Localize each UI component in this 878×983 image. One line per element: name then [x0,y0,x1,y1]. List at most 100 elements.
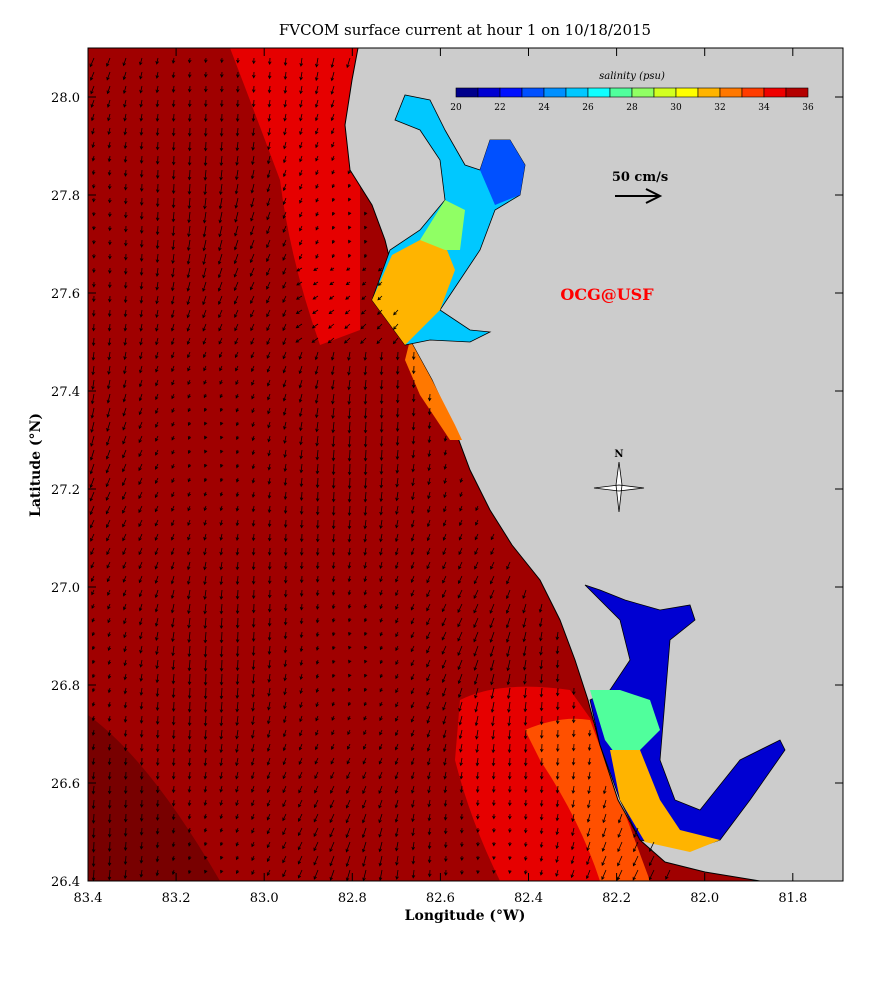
current-arrow [298,785,303,794]
current-arrow [426,533,431,542]
current-arrow [395,841,399,852]
current-arrow [347,575,352,583]
current-arrow [92,211,96,217]
current-arrow [555,701,560,711]
current-arrow [138,407,143,416]
current-arrow [426,631,431,640]
current-arrow [508,799,512,807]
current-arrow [107,855,112,867]
current-arrow [155,855,160,863]
current-arrow [426,701,431,710]
current-arrow [203,785,208,793]
current-arrow [315,253,319,259]
current-arrow [282,841,287,850]
current-arrow [235,715,239,727]
current-arrow [171,827,176,834]
current-arrow [138,449,143,458]
current-arrow [171,211,176,223]
current-arrow [539,687,544,698]
current-arrow [315,491,320,502]
current-arrow [347,701,352,707]
current-arrow [220,85,224,93]
current-arrow [329,295,335,300]
current-arrow [171,841,176,848]
current-arrow [426,617,431,626]
current-arrow [347,449,352,462]
current-arrow [392,337,399,345]
current-arrow [204,869,208,874]
current-arrow [427,813,432,822]
current-arrow [220,869,224,874]
current-arrow [348,687,352,692]
current-arrow [379,687,383,693]
current-arrow [379,519,383,529]
current-arrow [411,463,415,473]
current-arrow [299,155,303,163]
current-arrow [219,505,224,512]
current-arrow [282,281,287,289]
current-arrow [219,757,223,767]
y-tick-label: 27.4 [51,385,80,400]
current-arrow [267,645,272,655]
current-arrow [155,365,159,373]
current-arrow [155,729,160,739]
current-arrow [299,533,304,543]
current-arrow [202,295,207,306]
current-arrow [395,659,399,666]
current-arrow [204,449,208,454]
current-arrow [91,687,96,693]
current-arrow [474,687,479,699]
current-arrow [123,673,128,681]
current-arrow [299,99,303,108]
current-arrow [364,645,368,650]
current-arrow [411,505,415,515]
current-arrow [171,169,176,180]
x-tick-label: 83.0 [250,891,279,906]
current-arrow [505,603,511,614]
colorbar-swatch [477,87,501,98]
current-arrow [235,463,240,469]
current-arrow [282,267,287,275]
current-arrow [297,855,303,865]
current-arrow [204,855,208,860]
current-arrow [410,631,415,639]
current-arrow [106,85,111,95]
current-arrow [91,743,96,751]
current-arrow [524,855,528,861]
current-arrow [105,505,111,515]
current-arrow [266,799,271,807]
current-arrow [345,281,351,286]
current-arrow [298,813,303,822]
current-arrow [187,785,192,793]
current-arrow [187,743,192,754]
current-arrow [283,463,288,473]
current-arrow [155,183,160,194]
current-arrow [139,715,144,724]
current-arrow [139,351,143,360]
current-arrow [187,799,192,807]
current-arrow [282,729,287,738]
current-arrow [251,407,255,414]
current-arrow [411,379,416,389]
current-arrow [345,799,351,809]
current-arrow [362,799,367,809]
current-arrow [376,337,383,345]
current-arrow [364,659,368,664]
current-arrow [331,463,336,476]
current-arrow [251,533,256,542]
current-arrow [219,379,223,385]
ocean-orange-south [525,718,650,881]
current-arrow [251,379,255,386]
current-arrow [139,827,144,836]
x-tick-label: 82.8 [338,891,367,906]
current-arrow [379,351,384,361]
current-arrow [123,323,128,332]
current-arrow [489,645,495,658]
current-arrow [585,869,591,880]
current-arrow [282,799,287,808]
current-arrow [187,757,192,767]
current-arrow [139,869,144,878]
current-arrow [443,757,447,766]
current-arrow [249,253,255,264]
